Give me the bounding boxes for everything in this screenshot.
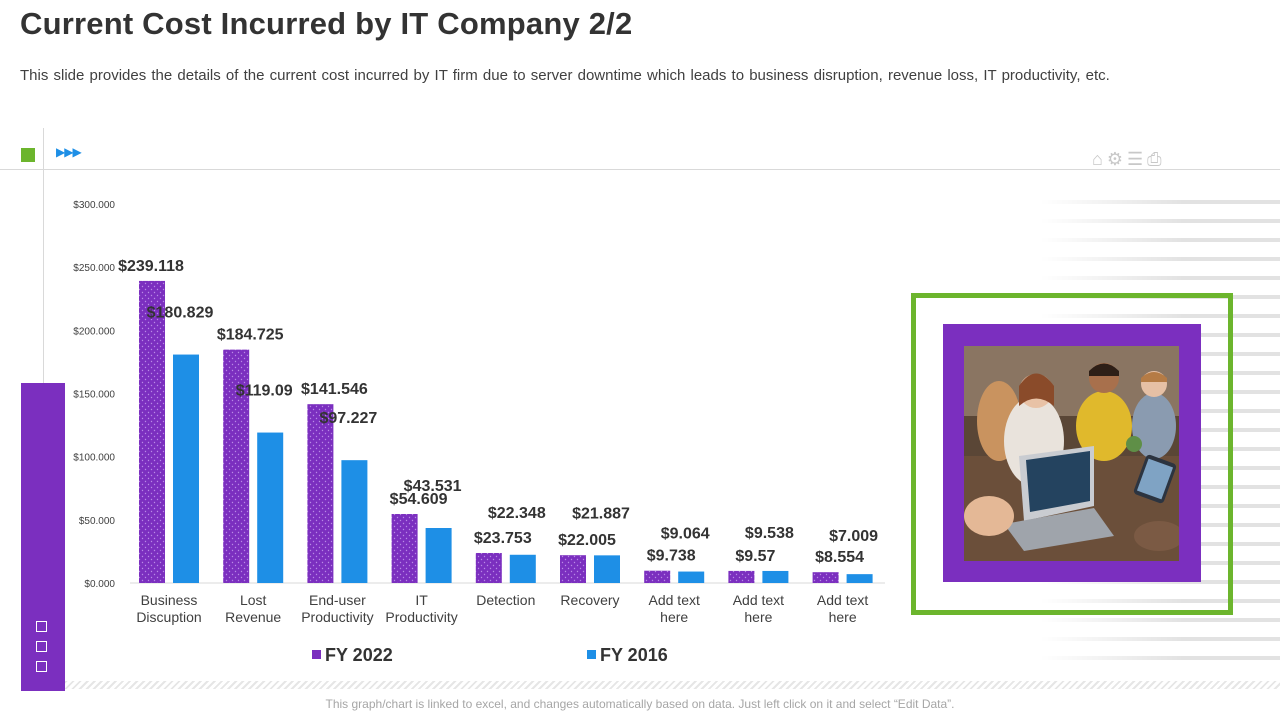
category-label: Productivity (385, 609, 457, 625)
slide-subtitle: This slide provides the details of the c… (20, 67, 1110, 84)
bar-fy2022 (391, 514, 418, 583)
y-tick-label: $150.000 (73, 390, 115, 401)
value-label: $141.546 (301, 381, 368, 398)
category-label: Revenue (225, 609, 281, 625)
category-label: Lost (240, 592, 267, 608)
legend-swatch (587, 650, 596, 659)
footnote: This graph/chart is linked to excel, and… (325, 697, 955, 711)
value-labels: $239.118 $180.829$184.725 $119.09 $141.546 $… (118, 258, 878, 566)
bar-fy2016 (341, 460, 368, 583)
square-outline-icon (36, 661, 47, 672)
value-label: $22.005 (558, 532, 616, 549)
toolbar-icons: ⌂⚙☰⎙ (1092, 149, 1166, 169)
bar-fy2022 (560, 555, 586, 583)
bar-fy2016 (425, 528, 452, 583)
y-tick-label: $250.000 (73, 263, 115, 274)
category-label: Business (141, 592, 198, 608)
value-label: $9.064 (661, 526, 710, 543)
value-label: $23.753 (474, 530, 532, 547)
value-label: $9.57 (735, 548, 775, 565)
value-label: $97.227 (319, 410, 377, 427)
legend-label: FY 2016 (600, 645, 668, 665)
value-label: $119.09 (236, 383, 293, 400)
category-labels: BusinessDiscuptionLostRevenueEnd-userPro… (136, 592, 868, 625)
team-meeting-photo (964, 346, 1179, 561)
value-label: $9.538 (745, 525, 794, 542)
value-label: $180.829 (147, 305, 214, 322)
green-square-decor (21, 148, 35, 162)
bar-fy2022 (139, 280, 165, 583)
bar-fy2022 (475, 552, 502, 583)
bar-fy2016 (257, 432, 284, 583)
category-label: IT (415, 592, 428, 608)
value-label: $7.009 (829, 528, 878, 545)
bar-fy2016 (509, 554, 536, 583)
bar-fy2022 (223, 349, 250, 583)
square-outline-icon (36, 641, 47, 652)
vertical-divider (43, 128, 44, 388)
category-label: Detection (476, 592, 535, 608)
bar-fy2016 (762, 570, 789, 583)
value-label: $8.554 (815, 549, 864, 566)
category-label: Add text (817, 592, 868, 608)
category-label: Recovery (560, 592, 619, 608)
bar-fy2022 (644, 570, 671, 583)
category-label: End-user (309, 592, 366, 608)
arrows-icon: ▶▶▶ (56, 145, 82, 159)
square-outline-icon (36, 621, 47, 632)
value-label: $184.725 (217, 327, 284, 344)
bar-fy2022 (728, 570, 755, 583)
y-tick-label: $0.000 (84, 579, 115, 590)
value-label: $22.348 (488, 505, 546, 522)
value-label: $21.887 (572, 505, 630, 522)
category-label: Add text (649, 592, 700, 608)
bars (139, 280, 873, 583)
bar-fy2022 (307, 404, 334, 583)
category-label: Add text (733, 592, 784, 608)
bar-fy2022 (812, 572, 839, 583)
value-label: $43.531 (404, 478, 462, 495)
legend: FY 2022 FY 2016 (312, 645, 668, 665)
y-tick-label: $300.000 (73, 200, 115, 211)
y-tick-label: $100.000 (73, 453, 115, 464)
category-label: Discuption (136, 609, 201, 625)
bar-fy2016 (678, 571, 705, 583)
legend-label: FY 2022 (325, 645, 393, 665)
slide-title: Current Cost Incurred by IT Company 2/2 (20, 6, 633, 41)
category-label: Productivity (301, 609, 373, 625)
bar-fy2016 (846, 574, 873, 583)
bottom-hatch-decor (65, 681, 1280, 689)
value-label: $9.738 (647, 548, 696, 565)
bar-fy2016 (594, 555, 620, 583)
category-label: here (829, 609, 857, 625)
category-label: here (660, 609, 688, 625)
value-label: $239.118 (118, 258, 184, 275)
bar-chart: $0.000 $50.000 $100.000 $150.000 $200.000 $25… (73, 200, 885, 665)
purple-sidebar-decor (21, 383, 65, 691)
bar-fy2016 (173, 354, 199, 583)
header-divider (0, 169, 1280, 170)
y-tick-label: $200.000 (73, 326, 115, 337)
value-label: $54.609 (390, 491, 448, 508)
legend-swatch (312, 650, 321, 659)
category-label: here (744, 609, 772, 625)
y-tick-label: $50.000 (79, 516, 116, 527)
green-frame-decor (911, 293, 1233, 615)
y-axis: $0.000 $50.000 $100.000 $150.000 $200.000 $25… (73, 200, 115, 590)
